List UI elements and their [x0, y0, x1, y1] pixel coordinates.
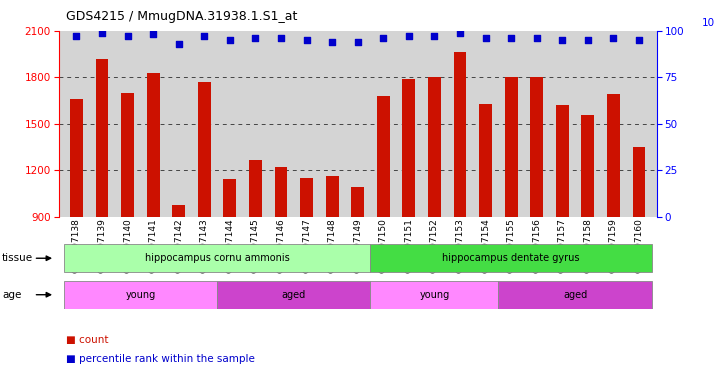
- Bar: [223, 179, 236, 217]
- Bar: [121, 93, 134, 217]
- Bar: [607, 94, 620, 217]
- Point: [224, 37, 236, 43]
- Point: [556, 37, 568, 43]
- Bar: [275, 167, 288, 217]
- Point: [608, 35, 619, 41]
- Point: [582, 37, 593, 43]
- Bar: [403, 79, 416, 217]
- Text: hippocampus cornu ammonis: hippocampus cornu ammonis: [145, 253, 289, 263]
- Text: age: age: [2, 290, 21, 300]
- Bar: [479, 104, 492, 217]
- Bar: [428, 77, 441, 217]
- Bar: [556, 105, 568, 217]
- Bar: [172, 205, 185, 217]
- Text: young: young: [419, 290, 450, 300]
- Text: tissue: tissue: [2, 253, 34, 263]
- Bar: [633, 147, 645, 217]
- Point: [633, 37, 645, 43]
- Point: [428, 33, 440, 40]
- Bar: [70, 99, 83, 217]
- Bar: [147, 73, 159, 217]
- Bar: [198, 82, 211, 217]
- Bar: [249, 159, 262, 217]
- Point: [96, 30, 108, 36]
- Bar: [326, 176, 338, 217]
- Point: [250, 35, 261, 41]
- Point: [301, 37, 312, 43]
- Bar: [371, 281, 498, 309]
- Point: [198, 33, 210, 40]
- Point: [506, 35, 517, 41]
- Bar: [453, 53, 466, 217]
- Bar: [498, 281, 652, 309]
- Point: [480, 35, 491, 41]
- Bar: [351, 187, 364, 217]
- Text: ■ count: ■ count: [66, 335, 109, 345]
- Bar: [371, 245, 652, 272]
- Text: 100%: 100%: [701, 18, 714, 28]
- Point: [173, 41, 184, 47]
- Point: [352, 39, 363, 45]
- Bar: [377, 96, 390, 217]
- Bar: [64, 245, 371, 272]
- Point: [71, 33, 82, 40]
- Point: [276, 35, 287, 41]
- Text: ■ percentile rank within the sample: ■ percentile rank within the sample: [66, 354, 255, 364]
- Bar: [531, 77, 543, 217]
- Text: young: young: [125, 290, 156, 300]
- Bar: [96, 59, 109, 217]
- Text: aged: aged: [563, 290, 587, 300]
- Bar: [217, 281, 371, 309]
- Point: [148, 31, 159, 38]
- Point: [326, 39, 338, 45]
- Point: [531, 35, 543, 41]
- Point: [454, 30, 466, 36]
- Bar: [300, 178, 313, 217]
- Text: hippocampus dentate gyrus: hippocampus dentate gyrus: [443, 253, 580, 263]
- Text: aged: aged: [281, 290, 306, 300]
- Bar: [64, 281, 217, 309]
- Point: [378, 35, 389, 41]
- Point: [122, 33, 134, 40]
- Bar: [581, 114, 594, 217]
- Bar: [505, 77, 518, 217]
- Text: GDS4215 / MmugDNA.31938.1.S1_at: GDS4215 / MmugDNA.31938.1.S1_at: [66, 10, 297, 23]
- Point: [403, 33, 415, 40]
